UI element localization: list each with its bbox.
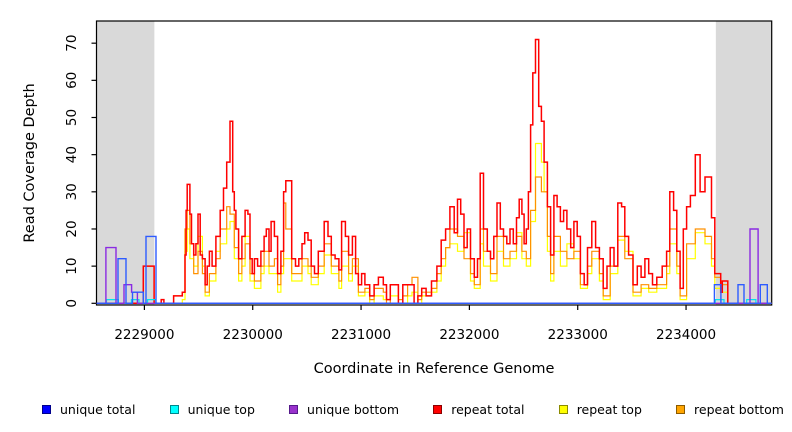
series-unique-total bbox=[96, 235, 772, 304]
y-tick-label: 20 bbox=[64, 220, 80, 237]
y-axis-title: Read Coverage Depth bbox=[22, 83, 38, 243]
legend-swatch-icon bbox=[289, 404, 299, 414]
legend: unique total unique top unique bottom repea… bbox=[42, 398, 784, 420]
legend-label: unique bottom bbox=[307, 401, 400, 417]
legend-label: unique top bbox=[187, 401, 255, 417]
legend-item-repeat-top: repeat top bbox=[558, 401, 642, 417]
legend-swatch-icon bbox=[42, 404, 51, 414]
y-tick-label: 10 bbox=[64, 258, 80, 275]
legend-swatch-icon bbox=[558, 404, 568, 414]
series-unique-bottom bbox=[96, 228, 772, 304]
y-tick-label: 0 bbox=[64, 299, 80, 308]
legend-label: repeat top bbox=[576, 401, 642, 417]
series-repeat-total bbox=[96, 38, 772, 305]
legend-swatch-icon bbox=[169, 404, 179, 414]
x-axis-title: Coordinate in Reference Genome bbox=[313, 361, 555, 377]
legend-swatch-icon bbox=[676, 404, 686, 414]
x-tick-label: 2230000 bbox=[223, 327, 283, 343]
x-tick-label: 2233000 bbox=[548, 327, 608, 343]
y-tick-label: 50 bbox=[64, 109, 80, 126]
y-tick-label: 60 bbox=[64, 72, 80, 89]
x-tick-label: 2231000 bbox=[331, 327, 391, 343]
x-tick-label: 2234000 bbox=[656, 327, 716, 343]
legend-swatch-icon bbox=[433, 404, 443, 414]
y-tick-label: 40 bbox=[64, 146, 80, 163]
y-tick-label: 70 bbox=[64, 35, 80, 52]
legend-label: unique total bbox=[60, 401, 136, 417]
legend-label: repeat total bbox=[451, 401, 525, 417]
legend-item-unique-top: unique top bbox=[169, 401, 255, 417]
y-tick-label: 30 bbox=[64, 183, 80, 200]
legend-item-unique-total: unique total bbox=[42, 402, 135, 417]
plot-border bbox=[95, 20, 773, 306]
legend-item-repeat-total: repeat total bbox=[433, 401, 525, 417]
x-tick-label: 2232000 bbox=[439, 327, 499, 343]
legend-item-repeat-bottom: repeat bottom bbox=[676, 402, 784, 417]
legend-label: repeat bottom bbox=[694, 401, 784, 417]
legend-item-unique-bottom: unique bottom bbox=[289, 402, 399, 417]
x-tick-label: 2229000 bbox=[114, 327, 174, 343]
masked-region bbox=[715, 21, 772, 305]
